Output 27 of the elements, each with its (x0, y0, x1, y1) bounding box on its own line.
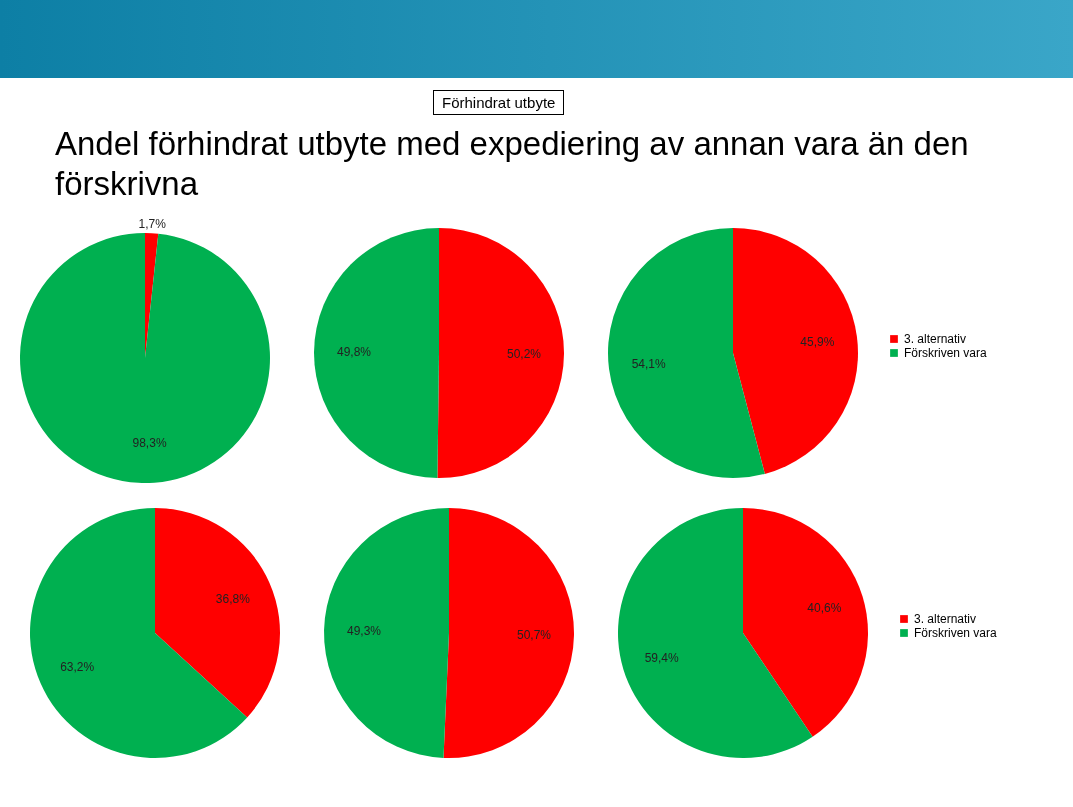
data-label: 49,8% (336, 345, 372, 360)
pie-slice (155, 508, 280, 718)
data-label: 49,3% (347, 624, 382, 639)
legend-label: Förskriven vara (904, 346, 988, 360)
pie-slice (733, 228, 858, 474)
data-label: 50,7% (516, 627, 552, 642)
data-label: 63,2% (60, 660, 95, 675)
pie-slice (324, 508, 449, 758)
legend-label: 3. alternativ (904, 332, 967, 346)
data-label: 54,1% (631, 356, 667, 371)
pie-slice (743, 508, 868, 737)
text: Förhindrat utbyte (433, 90, 565, 115)
pie-slice (437, 228, 564, 478)
legend-label: 3. alternativ (914, 612, 977, 626)
data-label: 59,4% (644, 650, 680, 665)
data-label: 45,9% (800, 335, 835, 350)
data-label: 36,8% (215, 591, 251, 606)
pie-slice (314, 228, 439, 478)
pie-slice (30, 508, 248, 758)
data-label: 1,7% (138, 217, 167, 232)
legend-label: Förskriven vara (914, 626, 998, 640)
data-label: 98,3% (132, 435, 167, 450)
data-label: 40,6% (807, 601, 842, 616)
text: Andel förhindrat utbyte med expediering av annan vara än den förskrivna (55, 124, 970, 204)
pie-slice (443, 508, 574, 758)
data-label: 50,2% (506, 346, 542, 361)
pie-slice (608, 228, 765, 478)
